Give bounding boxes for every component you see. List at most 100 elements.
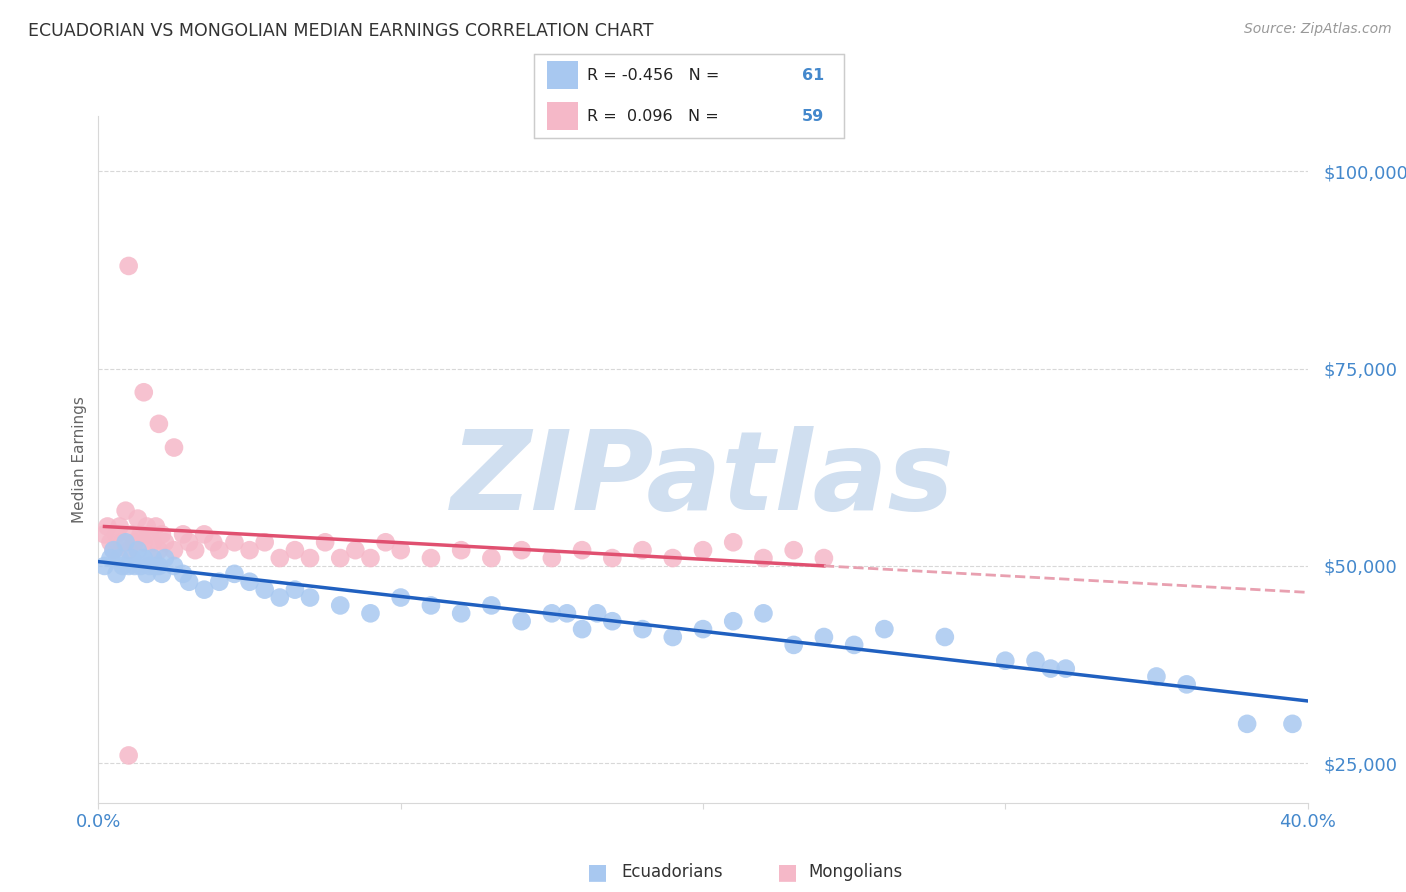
Point	[419, 551, 441, 566]
Point	[329, 551, 352, 566]
Point	[586, 607, 609, 621]
Y-axis label: Median Earnings: Median Earnings	[72, 396, 87, 523]
Text: 61: 61	[801, 68, 824, 83]
Point	[129, 558, 152, 573]
Point	[752, 607, 775, 621]
Point	[299, 551, 322, 566]
Text: Source: ZipAtlas.com: Source: ZipAtlas.com	[1244, 22, 1392, 37]
Point	[934, 630, 956, 644]
Point	[813, 551, 835, 566]
Point	[145, 519, 167, 533]
Point	[692, 622, 714, 636]
Point	[118, 543, 141, 558]
Point	[224, 566, 246, 581]
Point	[105, 527, 128, 541]
Point	[163, 441, 186, 455]
Text: R = -0.456   N =: R = -0.456 N =	[586, 68, 724, 83]
Text: ECUADORIAN VS MONGOLIAN MEDIAN EARNINGS CORRELATION CHART: ECUADORIAN VS MONGOLIAN MEDIAN EARNINGS …	[28, 22, 654, 40]
Bar	[547, 62, 578, 89]
Point	[602, 614, 624, 628]
Point	[752, 551, 775, 566]
Point	[118, 558, 141, 573]
Point	[782, 543, 804, 558]
Point	[103, 543, 125, 558]
Point	[127, 543, 149, 558]
Point	[150, 527, 173, 541]
Point	[1175, 677, 1198, 691]
Point	[602, 551, 624, 566]
Point	[193, 527, 215, 541]
Point	[450, 607, 472, 621]
Point	[103, 543, 125, 558]
Point	[148, 558, 170, 573]
Point	[193, 582, 215, 597]
Point	[108, 519, 131, 533]
Point	[450, 543, 472, 558]
Point	[994, 654, 1017, 668]
Point	[253, 582, 276, 597]
Point	[813, 630, 835, 644]
Point	[631, 543, 654, 558]
Point	[873, 622, 896, 636]
Point	[389, 543, 412, 558]
Point	[139, 558, 162, 573]
Point	[1039, 662, 1062, 676]
Point	[269, 591, 291, 605]
Point	[202, 535, 225, 549]
Point	[124, 558, 146, 573]
Point	[269, 551, 291, 566]
Point	[148, 543, 170, 558]
Point	[208, 543, 231, 558]
Text: Mongolians: Mongolians	[808, 863, 903, 881]
Point	[142, 551, 165, 566]
Point	[721, 535, 744, 549]
Point	[93, 558, 115, 573]
Point	[208, 574, 231, 589]
Point	[571, 543, 593, 558]
Point	[132, 385, 155, 400]
Point	[121, 551, 143, 566]
Point	[510, 543, 533, 558]
Point	[121, 527, 143, 541]
Point	[314, 535, 336, 549]
Point	[782, 638, 804, 652]
Point	[100, 535, 122, 549]
Point	[163, 543, 186, 558]
Point	[1054, 662, 1077, 676]
Point	[184, 543, 207, 558]
Text: ZIPatlas: ZIPatlas	[451, 426, 955, 533]
Point	[114, 535, 136, 549]
Point	[105, 566, 128, 581]
Point	[114, 504, 136, 518]
Point	[1236, 716, 1258, 731]
Point	[118, 259, 141, 273]
Point	[284, 543, 307, 558]
Point	[299, 591, 322, 605]
Point	[135, 519, 157, 533]
Point	[661, 630, 683, 644]
Bar	[547, 102, 578, 130]
Point	[540, 551, 562, 566]
Point	[360, 607, 382, 621]
Point	[163, 558, 186, 573]
Point	[139, 527, 162, 541]
Point	[100, 551, 122, 566]
Point	[96, 519, 118, 533]
Text: 59: 59	[801, 109, 824, 124]
Point	[153, 551, 176, 566]
Point	[481, 599, 503, 613]
Text: Ecuadorians: Ecuadorians	[621, 863, 723, 881]
Point	[1144, 669, 1167, 683]
Point	[177, 574, 201, 589]
Point	[389, 591, 412, 605]
Point	[111, 558, 134, 573]
Point	[111, 535, 134, 549]
Point	[540, 607, 562, 621]
Point	[135, 566, 157, 581]
Point	[142, 535, 165, 549]
Point	[284, 582, 307, 597]
Point	[692, 543, 714, 558]
Point	[1024, 654, 1046, 668]
Point	[224, 535, 246, 549]
Text: ■: ■	[588, 863, 607, 882]
